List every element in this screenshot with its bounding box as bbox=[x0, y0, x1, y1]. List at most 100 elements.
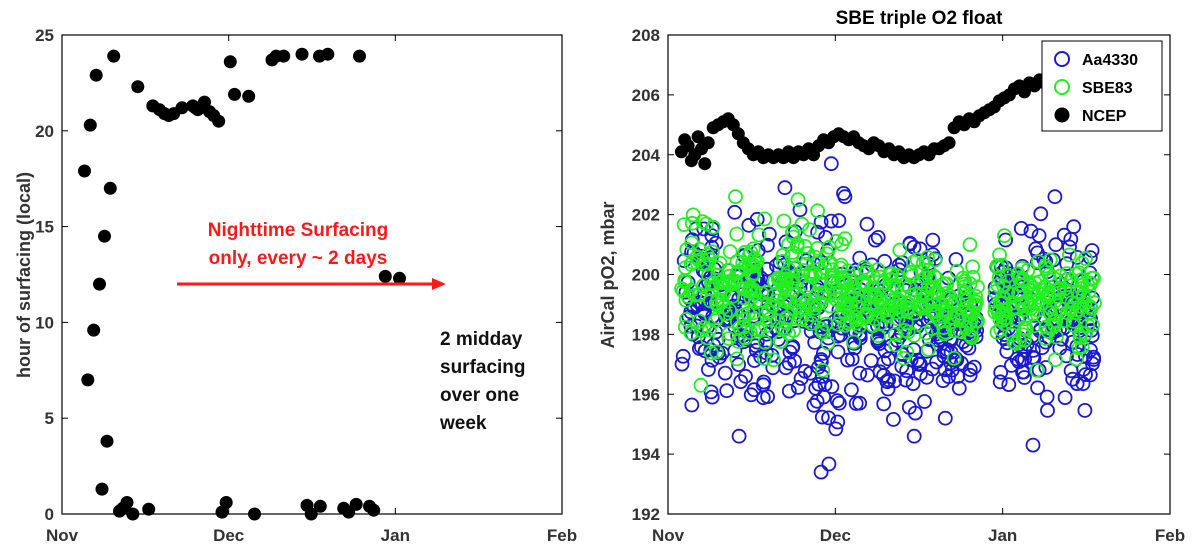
right-data-points bbox=[674, 58, 1102, 480]
right-point-sbe83 bbox=[936, 326, 952, 342]
left-point-surfacing bbox=[378, 269, 392, 283]
right-point-aa4330 bbox=[894, 359, 910, 374]
right-point-sbe83 bbox=[1053, 301, 1068, 317]
right-point-sbe83 bbox=[721, 331, 737, 347]
right-ytick-label: 204 bbox=[632, 146, 661, 165]
right-point-sbe83 bbox=[862, 288, 877, 304]
right-point-aa4330 bbox=[999, 344, 1015, 359]
annotation-midday-line2: surfacing bbox=[440, 357, 526, 378]
left-point-surfacing bbox=[78, 164, 91, 178]
right-point-sbe83 bbox=[805, 307, 821, 323]
right-point-aa4330 bbox=[901, 399, 917, 415]
right-ytick-label: 192 bbox=[632, 505, 660, 524]
right-point-sbe83 bbox=[1062, 247, 1077, 263]
right-point-aa4330 bbox=[731, 428, 747, 444]
right-point-sbe83 bbox=[798, 256, 814, 272]
right-point-sbe83 bbox=[936, 320, 952, 336]
right-xtick-label: Nov bbox=[652, 526, 685, 545]
left-plot-area bbox=[61, 34, 563, 515]
right-point-sbe83 bbox=[963, 321, 979, 337]
right-point-sbe83 bbox=[757, 211, 773, 227]
right-point-aa4330 bbox=[948, 252, 964, 267]
right-point-ncep bbox=[942, 136, 956, 150]
right-point-aa4330 bbox=[886, 411, 901, 427]
right-point-sbe83 bbox=[992, 247, 1007, 263]
legend-label-aa4330: Aa4330 bbox=[1082, 52, 1138, 69]
right-point-aa4330 bbox=[1047, 189, 1063, 205]
right-point-aa4330 bbox=[852, 395, 867, 411]
right-point-sbe83 bbox=[935, 309, 951, 325]
right-point-sbe83 bbox=[924, 321, 940, 337]
right-point-sbe83 bbox=[1017, 332, 1032, 348]
right-point-aa4330 bbox=[727, 204, 743, 220]
right-point-aa4330 bbox=[823, 156, 839, 172]
left-xtick-label: Nov bbox=[46, 526, 79, 545]
right-point-aa4330 bbox=[793, 371, 809, 386]
right-point-aa4330 bbox=[684, 397, 700, 413]
left-ytick-label: 5 bbox=[45, 409, 54, 428]
right-point-aa4330 bbox=[814, 409, 830, 425]
right-point-aa4330 bbox=[813, 352, 829, 367]
right-point-sbe83 bbox=[792, 303, 808, 319]
right-point-sbe83 bbox=[704, 281, 720, 297]
right-point-sbe83 bbox=[710, 298, 725, 314]
right-point-sbe83 bbox=[965, 304, 981, 320]
right-point-sbe83 bbox=[1017, 301, 1032, 317]
left-ytick-label: 15 bbox=[35, 218, 54, 237]
right-point-aa4330 bbox=[881, 372, 897, 388]
right-point-sbe83 bbox=[728, 189, 743, 205]
right-point-sbe83 bbox=[987, 284, 1003, 300]
right-point-sbe83 bbox=[1006, 334, 1022, 350]
right-point-sbe83 bbox=[691, 252, 707, 268]
right-point-sbe83 bbox=[810, 203, 825, 219]
right-xtick-label: Feb bbox=[1155, 526, 1185, 545]
right-point-aa4330 bbox=[781, 383, 797, 399]
annotation-midday-line1: 2 midday bbox=[440, 329, 523, 350]
right-point-sbe83 bbox=[703, 345, 719, 361]
right-point-sbe83 bbox=[888, 291, 904, 307]
right-ytick-label: 200 bbox=[632, 266, 660, 285]
left-point-surfacing bbox=[126, 507, 140, 521]
right-point-sbe83 bbox=[907, 305, 922, 321]
left-point-surfacing bbox=[89, 68, 103, 82]
right-point-sbe83 bbox=[766, 352, 781, 368]
right-point-aa4330 bbox=[1062, 239, 1077, 255]
right-point-aa4330 bbox=[1040, 402, 1055, 418]
left-point-surfacing bbox=[98, 229, 111, 243]
right-xtick-label: Jan bbox=[988, 526, 1017, 545]
left-point-surfacing bbox=[228, 87, 241, 101]
right-point-ncep bbox=[701, 136, 715, 150]
right-point-sbe83 bbox=[1046, 270, 1061, 286]
left-xtick-label: Dec bbox=[213, 526, 244, 545]
right-ylabel: AirCal pO2, mbar bbox=[598, 201, 618, 348]
right-point-sbe83 bbox=[805, 269, 820, 285]
right-point-aa4330 bbox=[1077, 402, 1093, 418]
right-point-sbe83 bbox=[703, 293, 718, 309]
left-point-surfacing bbox=[223, 55, 237, 69]
right-point-aa4330 bbox=[809, 393, 825, 409]
right-ytick-label: 202 bbox=[632, 206, 660, 225]
right-point-sbe83 bbox=[1043, 305, 1058, 321]
right-point-sbe83 bbox=[869, 289, 885, 305]
annotation-arrow-line1: Nighttime Surfacing bbox=[208, 220, 389, 241]
right-point-aa4330 bbox=[1056, 227, 1072, 243]
right-point-sbe83 bbox=[864, 280, 879, 296]
right-point-aa4330 bbox=[814, 368, 830, 384]
right-point-aa4330 bbox=[831, 395, 847, 411]
right-point-sbe83 bbox=[715, 273, 730, 289]
right-point-sbe83 bbox=[740, 305, 756, 321]
left-point-surfacing bbox=[304, 507, 318, 521]
right-point-sbe83 bbox=[801, 277, 817, 293]
right-point-aa4330 bbox=[876, 396, 892, 412]
right-point-sbe83 bbox=[757, 351, 772, 366]
right-point-sbe83 bbox=[813, 295, 828, 311]
right-point-sbe83 bbox=[789, 239, 805, 254]
right-point-sbe83 bbox=[1084, 270, 1100, 286]
annotation-midday-line4: week bbox=[439, 413, 487, 434]
right-point-aa4330 bbox=[1086, 349, 1101, 365]
left-ytick-label: 10 bbox=[35, 313, 54, 332]
right-point-sbe83 bbox=[1080, 318, 1096, 334]
left-point-surfacing bbox=[242, 89, 256, 103]
right-point-sbe83 bbox=[721, 262, 737, 278]
